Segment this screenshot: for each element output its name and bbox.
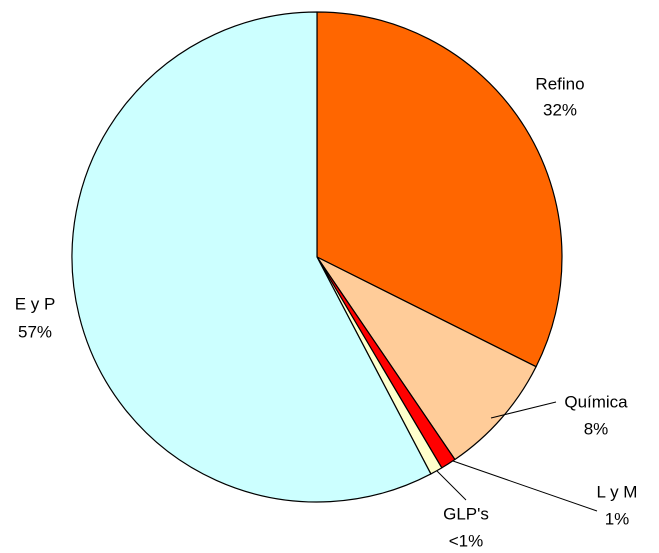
slice-label: L y M: [597, 482, 638, 501]
slice-label: E y P: [15, 294, 56, 313]
slice-label: Química: [564, 392, 628, 411]
pie-slice: [316, 11, 563, 368]
leader-line: [452, 460, 598, 512]
leader-line: [436, 470, 467, 501]
pie-slice: [71, 11, 432, 503]
slice-value-label: 8%: [584, 419, 609, 438]
slice-value-label: 1%: [605, 509, 630, 528]
slice-value-label: <1%: [449, 531, 484, 550]
leader-line: [490, 401, 557, 419]
pie-slice: [316, 256, 537, 461]
slice-value-label: 32%: [543, 100, 577, 119]
slice-label: GLP's: [443, 504, 489, 523]
slice-value-label: 57%: [18, 322, 52, 341]
slice-label: Refino: [535, 74, 584, 93]
